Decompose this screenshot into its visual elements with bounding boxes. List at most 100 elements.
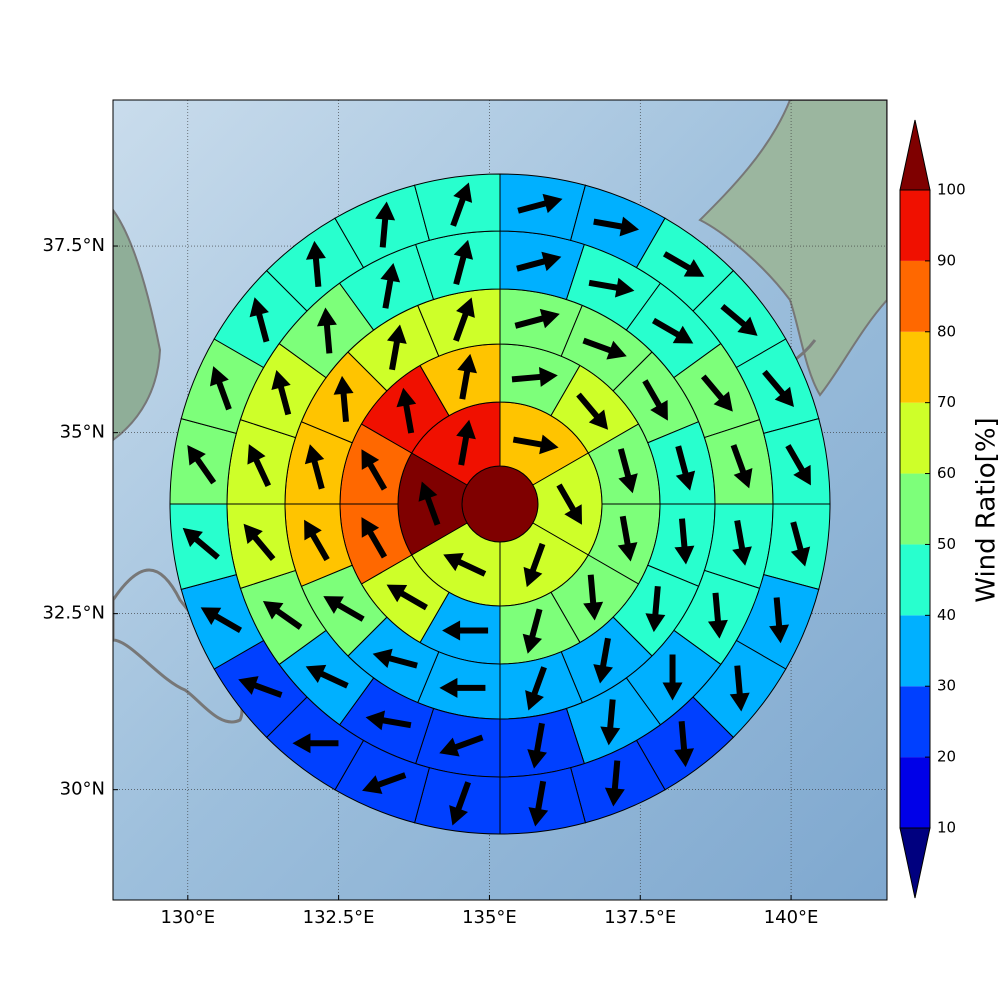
wind-arrow [617,515,638,562]
colorbar-bin [900,686,930,758]
wind-arrow [662,654,683,701]
wind-arrow [387,324,407,371]
wind-arrow [361,449,388,491]
wind-arrow [361,517,388,559]
wind-arrow [443,553,487,577]
colorbar-tick-label: 70 [937,393,956,411]
wind-arrow [593,216,640,237]
polar-grid [169,173,831,835]
wind-arrow [316,307,337,354]
colorbar-tick-label: 50 [937,535,956,553]
colorbar-frame [899,189,931,829]
wind-arrow [645,585,666,633]
wind-arrow [662,251,705,277]
colorbar-tick-label: 20 [937,748,956,766]
wind-arrow [386,584,428,611]
wind-arrow [450,182,473,227]
wind-arrow [700,374,733,412]
wind-arrow [674,518,695,565]
wind-arrow [304,519,330,562]
wind-arrow [182,527,220,560]
wind-arrow [439,734,484,757]
colorbar-over [899,119,931,191]
wind-arrow [593,637,613,684]
colorbar-tick-label: 80 [937,322,956,340]
wind-arrow [769,597,790,644]
y-tick-label: 37.5°N [42,235,105,256]
wind-arrow [517,193,563,214]
wind-arrow [528,780,549,827]
colorbar-tick-label: 90 [937,251,956,269]
wind-arrow [453,297,475,342]
colorbar-bin [900,615,930,687]
wind-arrow [576,392,609,430]
colorbar-tick-label: 40 [937,606,956,624]
wind-arrow [514,308,560,329]
x-tick-label: 135°E [462,907,517,928]
wind-arrow [720,304,758,336]
wind-arrow [375,201,396,248]
wind-arrow [785,444,811,486]
x-tick-label: 132.5°E [303,907,375,928]
wind-arrow [675,445,696,491]
wind-arrow [418,481,441,526]
y-tick-label: 30°N [60,779,105,800]
colorbar-bin [900,190,930,261]
wind-arrow [333,375,354,423]
colorbar-bin [900,260,930,332]
wind-arrow [187,444,217,485]
wind-arrow [674,721,695,768]
colorbar-tick-label: 10 [937,819,956,837]
wind-arrow [732,519,752,566]
wind-arrow [457,353,477,400]
wind-arrow [362,772,407,794]
wind-arrow [516,251,562,272]
axis-ticks: 130°E 132.5°E 135°E 137.5°E 140°E 30°N 32.5°N 3… [42,235,818,928]
wind-arrow [582,337,627,360]
wind-arrow [365,710,412,731]
wind-arrow [249,297,270,343]
x-tick-label: 140°E [764,907,819,928]
wind-arrow [707,592,728,639]
wind-arrow [305,240,326,287]
colorbar-bin [900,402,930,474]
wind-arrow [790,521,811,567]
wind-arrow [512,434,559,455]
wind-arrow [210,366,232,411]
wind-arrow [525,666,547,711]
x-tick-label: 130°E [160,907,215,928]
wind-arrow [396,387,417,434]
wind-arrow [651,317,694,344]
wind-arrow [323,596,365,622]
wind-arrow [762,369,794,408]
colorbar-bin [900,473,930,545]
wind-arrow [372,648,418,669]
wind-arrow [642,379,668,421]
wind-arrows [182,182,811,827]
wind-arrow [600,699,621,746]
wind-arrow [243,523,276,561]
wind-arrow [453,239,474,286]
wind-arrow [439,677,486,698]
wind-arrow [523,542,546,588]
wind-arrow [583,574,604,621]
wind-arrow [456,419,476,466]
colorbar-tick-label: 30 [937,677,956,695]
wind-arrow [247,444,272,488]
colorbar-label: Wind Ratio[%] [972,417,1000,602]
wind-arrow [729,665,750,712]
wind-arrow [200,607,243,633]
wind-arrow [292,733,339,754]
colorbar-under [899,827,931,899]
colorbar-bin [900,757,930,828]
wind-arrow [262,601,303,630]
y-tick-label: 35°N [60,422,105,443]
wind-arrow [730,444,753,489]
wind-arrow [511,366,558,387]
wind-arrow [449,781,471,826]
wind-arrow [380,262,401,309]
wind-arrow [527,722,547,769]
wind-arrow [588,277,635,298]
colorbar-bin [900,331,930,403]
